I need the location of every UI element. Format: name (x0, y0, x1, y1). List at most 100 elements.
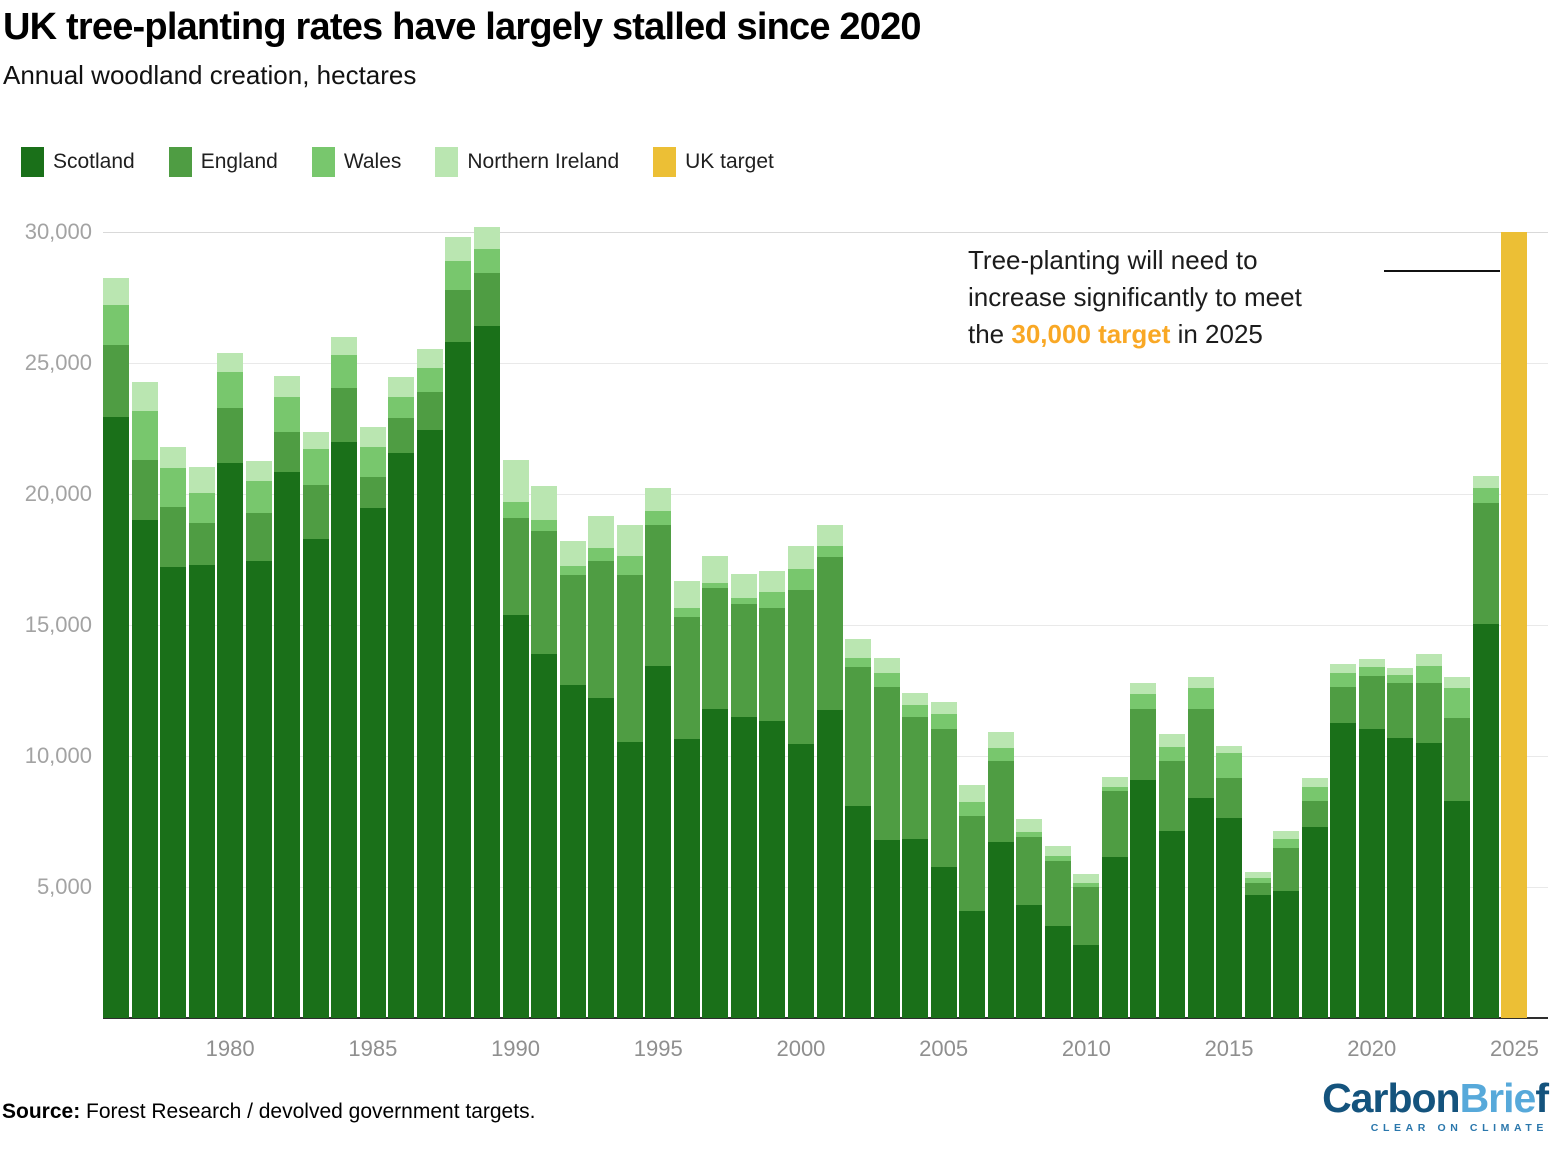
bar-2001 (816, 525, 843, 1018)
x-tick-label-1995: 1995 (633, 1036, 683, 1061)
segment-wales-2000 (787, 568, 814, 590)
segment-wales-2017 (1273, 839, 1300, 848)
segment-scotland-2022 (1415, 742, 1442, 1018)
bar-1987 (416, 348, 443, 1018)
segment-northern-ireland-2013 (1158, 733, 1185, 747)
segment-england-2023 (1444, 718, 1471, 801)
bar-1997 (702, 555, 729, 1018)
segment-northern-ireland-2016 (1244, 871, 1271, 879)
segment-england-2022 (1415, 682, 1442, 743)
segment-uk-target (1501, 232, 1528, 1018)
segment-scotland-1992 (559, 685, 586, 1018)
segment-northern-ireland-1978 (160, 446, 187, 468)
segment-scotland-2010 (1073, 944, 1100, 1018)
segment-northern-ireland-2011 (1101, 776, 1128, 788)
segment-northern-ireland-2010 (1073, 873, 1100, 884)
bar-2006 (959, 784, 986, 1018)
bar-2002 (845, 639, 872, 1018)
chart-subtitle: Annual woodland creation, hectares (3, 60, 417, 90)
segment-northern-ireland-2003 (873, 658, 900, 674)
bar-1988 (445, 237, 472, 1018)
segment-england-1988 (445, 289, 472, 343)
bar-1981 (245, 461, 272, 1018)
segment-scotland-1981 (245, 560, 272, 1018)
legend-label: Northern Ireland (467, 150, 620, 173)
legend-label: Wales (343, 150, 402, 173)
bar-1990 (502, 459, 529, 1018)
source-label: Source: (2, 1100, 81, 1123)
segment-scotland-2009 (1044, 926, 1071, 1018)
segment-scotland-1991 (531, 653, 558, 1018)
segment-england-2000 (787, 589, 814, 745)
segment-scotland-1984 (331, 441, 358, 1018)
segment-scotland-1997 (702, 708, 729, 1018)
legend-item-uk-target: UK target (653, 147, 774, 177)
segment-scotland-1979 (188, 564, 215, 1018)
legend-item-northern-ireland: Northern Ireland (435, 147, 619, 177)
y-tick-label-20000: 20,000 (24, 481, 92, 506)
segment-england-1997 (702, 588, 729, 709)
bar-2003 (873, 658, 900, 1018)
x-tick-label-2015: 2015 (1204, 1036, 1254, 1061)
segment-northern-ireland-2024 (1472, 476, 1499, 489)
segment-england-2020 (1358, 676, 1385, 729)
segment-england-1999 (759, 607, 786, 721)
segment-wales-2022 (1415, 665, 1442, 683)
y-tick-label-25000: 25,000 (24, 350, 92, 375)
bar-1992 (559, 541, 586, 1018)
annotation-target-highlight: 30,000 target (1011, 319, 1171, 350)
logo-wordmark: CarbonBrief (1322, 1075, 1549, 1121)
segment-england-1986 (388, 418, 415, 454)
segment-northern-ireland-2001 (816, 525, 843, 547)
segment-england-2009 (1044, 860, 1071, 927)
annotation-line-2: increase significantly to meet (968, 282, 1302, 313)
segment-northern-ireland-1976 (103, 277, 129, 305)
bar-1979 (188, 466, 215, 1018)
segment-scotland-2021 (1387, 737, 1414, 1018)
segment-wales-1987 (416, 368, 443, 392)
segment-wales-2016 (1244, 878, 1271, 884)
segment-scotland-2014 (1187, 797, 1214, 1018)
y-tick-label-5000: 5,000 (36, 874, 92, 899)
bar-1980 (217, 352, 244, 1018)
segment-northern-ireland-1994 (616, 525, 643, 556)
segment-wales-2003 (873, 673, 900, 687)
segment-scotland-2018 (1301, 826, 1328, 1018)
bar-2010 (1073, 873, 1100, 1018)
segment-wales-1998 (730, 598, 757, 605)
segment-northern-ireland-2022 (1415, 653, 1442, 666)
segment-england-1991 (531, 530, 558, 654)
gridline-30000 (103, 232, 1548, 233)
segment-england-1996 (673, 617, 700, 739)
bar-2004 (902, 693, 929, 1018)
segment-northern-ireland-2007 (987, 732, 1014, 749)
segment-scotland-2016 (1244, 894, 1271, 1018)
segment-wales-1992 (559, 566, 586, 576)
carbonbrief-logo: CarbonBrief CLEAR ON CLIMATE (1322, 1075, 1549, 1135)
segment-northern-ireland-1997 (702, 555, 729, 584)
segment-wales-2024 (1472, 488, 1499, 504)
segment-wales-1990 (502, 501, 529, 518)
segment-wales-2021 (1387, 675, 1414, 683)
segment-northern-ireland-2000 (787, 546, 814, 569)
bar-2024 (1472, 476, 1499, 1018)
segment-wales-1977 (131, 410, 158, 461)
segment-northern-ireland-2021 (1387, 668, 1414, 676)
segment-scotland-2008 (1016, 905, 1043, 1018)
segment-england-2017 (1273, 847, 1300, 891)
segment-wales-1985 (359, 446, 386, 477)
segment-northern-ireland-2018 (1301, 778, 1328, 788)
annotation-line-3: the 30,000 target in 2025 (968, 319, 1263, 350)
segment-northern-ireland-1989 (474, 226, 501, 250)
segment-northern-ireland-1986 (388, 377, 415, 398)
segment-wales-2015 (1216, 753, 1243, 779)
segment-scotland-1982 (274, 471, 301, 1018)
legend-label: Scotland (53, 150, 135, 173)
segment-scotland-1990 (502, 614, 529, 1018)
segment-northern-ireland-2005 (930, 702, 957, 715)
segment-scotland-1988 (445, 342, 472, 1018)
segment-england-1994 (616, 575, 643, 742)
segment-northern-ireland-1981 (245, 461, 272, 481)
segment-northern-ireland-2019 (1330, 663, 1357, 673)
segment-scotland-1983 (302, 538, 329, 1018)
